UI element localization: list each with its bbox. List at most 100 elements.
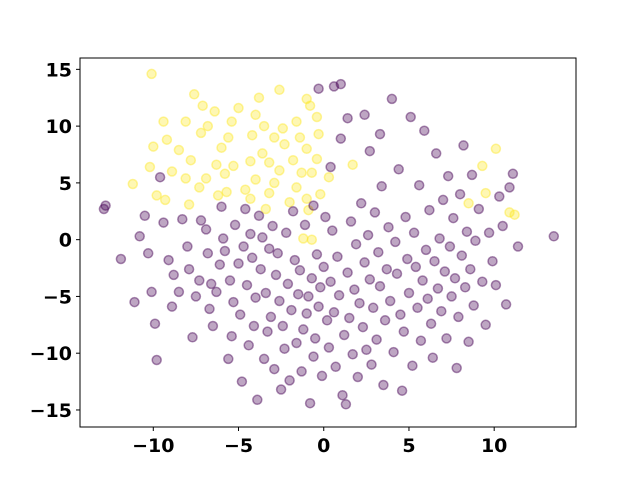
data-point (252, 394, 263, 406)
data-point (337, 389, 348, 401)
points-layer (98, 68, 560, 410)
data-point (211, 286, 222, 298)
data-point (274, 84, 285, 96)
data-point (434, 233, 445, 244)
data-point (250, 292, 261, 303)
data-point (233, 102, 244, 114)
data-point (444, 241, 456, 252)
data-point (187, 332, 198, 343)
data-point (378, 379, 389, 391)
data-point (388, 346, 399, 358)
data-point (362, 229, 374, 241)
data-point (413, 179, 425, 191)
data-point (328, 81, 340, 92)
data-point (277, 320, 289, 332)
data-point (299, 219, 311, 231)
data-point (263, 243, 275, 254)
data-point (316, 370, 328, 382)
data-point (226, 116, 237, 127)
data-point (275, 384, 287, 395)
data-point (279, 139, 290, 150)
data-point (422, 293, 433, 304)
data-point (267, 220, 278, 232)
data-point (463, 336, 474, 348)
data-point (369, 207, 381, 218)
data-point (373, 246, 384, 258)
data-point (507, 168, 519, 180)
data-point (158, 116, 169, 127)
data-point (470, 235, 481, 247)
data-point (407, 360, 418, 371)
data-point (263, 187, 275, 199)
data-point (350, 238, 362, 250)
y-tick-label: 15 (46, 59, 72, 81)
data-point (298, 233, 309, 244)
data-point (257, 232, 268, 243)
data-point (291, 337, 302, 349)
data-point (420, 244, 432, 256)
data-point (223, 353, 234, 365)
data-point (180, 173, 191, 184)
data-point (355, 198, 367, 209)
data-point (240, 203, 251, 215)
data-point (386, 93, 398, 105)
data-point (303, 204, 314, 216)
data-point (177, 213, 188, 225)
data-point (504, 182, 515, 193)
data-point (361, 344, 372, 356)
data-point (480, 187, 491, 199)
data-point (364, 274, 376, 285)
data-point (364, 145, 376, 157)
data-point (269, 177, 280, 189)
data-point (490, 143, 502, 155)
data-point (262, 326, 273, 337)
data-point (483, 227, 495, 239)
data-point (289, 254, 301, 266)
data-point (410, 261, 422, 273)
data-point (194, 182, 205, 193)
y-tick-label: 10 (46, 116, 72, 138)
data-point (228, 296, 239, 308)
data-point (158, 217, 169, 228)
data-point (146, 286, 157, 298)
data-point (333, 290, 345, 301)
data-point (166, 301, 178, 312)
data-point (159, 194, 171, 206)
data-point (284, 375, 295, 386)
data-point (270, 269, 282, 281)
data-point (253, 92, 265, 103)
data-point (371, 334, 382, 345)
data-point (308, 200, 319, 211)
data-point (477, 160, 488, 172)
x-tick-label: −10 (132, 435, 174, 457)
data-point (100, 200, 111, 211)
data-point (277, 123, 289, 134)
data-point (419, 125, 430, 136)
data-point (313, 301, 324, 312)
data-point (238, 241, 249, 252)
data-point (446, 291, 457, 302)
data-point (282, 278, 294, 290)
data-point (306, 273, 318, 284)
data-point (211, 159, 222, 170)
data-point (245, 156, 256, 167)
data-point (219, 168, 231, 180)
data-point (183, 263, 195, 275)
data-point (390, 236, 401, 248)
data-point (214, 259, 226, 270)
data-point (284, 196, 295, 208)
data-point (456, 250, 468, 261)
data-point (449, 273, 461, 284)
data-point (202, 248, 214, 259)
data-point (451, 362, 462, 374)
data-point (296, 366, 307, 377)
data-point (301, 143, 312, 155)
x-axis: −10 −5 0 5 10 (132, 427, 507, 457)
data-point (188, 89, 200, 100)
data-point (258, 120, 270, 132)
y-tick-label: 0 (59, 230, 72, 252)
data-point (384, 295, 396, 307)
data-point (139, 210, 151, 222)
data-point (318, 261, 329, 273)
data-point (417, 275, 428, 286)
